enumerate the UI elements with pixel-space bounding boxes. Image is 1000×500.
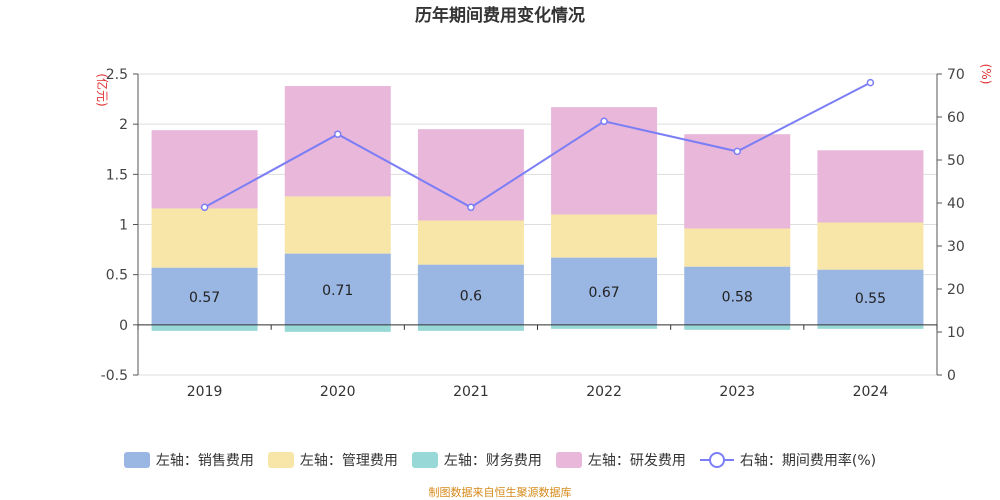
left-tick-label: 0 — [119, 318, 128, 334]
source-note: 制图数据来自恒生聚源数据库 — [428, 486, 572, 499]
bar-segment-1-2020[interactable] — [284, 196, 391, 254]
legend-line-icon — [699, 452, 734, 468]
legend-swatch-rnd — [555, 452, 582, 468]
bar-segment-2-2023[interactable] — [684, 324, 791, 330]
left-axis-unit: (亿元) — [95, 73, 110, 106]
left-tick-label: 2.5 — [106, 67, 128, 83]
right-axis-unit: (%) — [979, 64, 993, 85]
left-tick-label: 1.5 — [106, 167, 128, 183]
right-tick-label: 70 — [947, 67, 965, 83]
legend-swatch-admin — [267, 452, 294, 468]
right-tick-label: 60 — [947, 110, 965, 126]
rate-point-2019[interactable] — [200, 203, 209, 212]
bar-segment-2-2022[interactable] — [551, 324, 658, 329]
data-label-2022: 0.67 — [588, 285, 619, 301]
left-tick-label: 0.5 — [106, 268, 128, 284]
legend: 左轴：销售费用 左轴：管理费用 左轴：财务费用 左轴：研发费用 右轴：期间费用率… — [0, 448, 1000, 472]
bar-segment-2-2024[interactable] — [817, 324, 924, 329]
bar-segment-1-2022[interactable] — [551, 214, 658, 258]
chart-title: 历年期间费用变化情况 — [415, 5, 585, 26]
bar-segment-0-2023[interactable] — [684, 266, 791, 325]
data-label-2020: 0.71 — [322, 283, 353, 299]
rate-point-2023[interactable] — [733, 147, 741, 156]
bar-segment-0-2024[interactable] — [817, 269, 924, 325]
bar-segment-3-2020[interactable] — [284, 86, 391, 197]
bar-segment-1-2019[interactable] — [151, 208, 258, 268]
rate-point-2021[interactable] — [467, 203, 475, 212]
rate-polyline — [204, 81, 871, 209]
left-tick-label: -0.5 — [101, 368, 128, 384]
left-tick-label: 2 — [119, 117, 128, 133]
legend-label-rnd: 左轴：研发费用 — [587, 453, 686, 469]
legend-label-sales: 左轴：销售费用 — [155, 453, 254, 469]
bar-segment-1-2024[interactable] — [817, 222, 924, 270]
bar-segment-3-2024[interactable] — [817, 150, 924, 223]
bar-segment-3-2019[interactable] — [151, 130, 258, 209]
x-tick-label: 2019 — [187, 384, 223, 400]
bar-segment-1-2023[interactable] — [684, 228, 791, 267]
left-tick-label: 1 — [119, 218, 128, 234]
right-tick-label: 20 — [947, 282, 965, 298]
x-tick-label: 2023 — [719, 384, 755, 400]
legend-item-rate[interactable]: 右轴：期间费用率(%) — [699, 450, 877, 470]
legend-item-sales[interactable]: 左轴：销售费用 — [123, 450, 254, 470]
legend-label-rate: 右轴：期间费用率(%) — [739, 453, 877, 469]
right-tick-label: 30 — [947, 239, 965, 255]
bar-segment-0-2022[interactable] — [551, 257, 658, 325]
right-tick-label: 0 — [947, 368, 956, 384]
legend-item-rnd[interactable]: 左轴：研发费用 — [555, 450, 686, 470]
data-label-2023: 0.58 — [722, 290, 753, 306]
data-label-2021: 0.6 — [460, 289, 482, 305]
bar-segment-0-2020[interactable] — [284, 253, 391, 325]
x-tick-label: 2022 — [586, 384, 622, 400]
axes: -0.5 0 0.5 1 1.5 2 2.5 0 10 20 30 40 50 60 70 2019 2020 2… — [101, 67, 965, 400]
x-tick-label: 2021 — [453, 384, 489, 400]
right-tick-label: 40 — [947, 196, 965, 212]
x-tick-label: 2020 — [320, 384, 356, 400]
bar-segment-2-2020[interactable] — [284, 324, 391, 332]
rate-line — [200, 78, 875, 212]
right-tick-label: 10 — [947, 325, 965, 341]
legend-item-admin[interactable]: 左轴：管理费用 — [267, 450, 398, 470]
bar-segment-1-2021[interactable] — [417, 220, 524, 265]
bar-segment-0-2021[interactable] — [417, 264, 524, 325]
bar-segment-2-2019[interactable] — [151, 324, 258, 331]
legend-label-finance: 左轴：财务费用 — [443, 453, 542, 469]
legend-swatch-finance — [411, 452, 438, 468]
legend-item-finance[interactable]: 左轴：财务费用 — [411, 450, 542, 470]
rate-point-2022[interactable] — [600, 117, 608, 126]
bars: 0.57 0.71 0.6 0.67 0.58 0.55 — [151, 86, 924, 332]
legend-swatch-sales — [123, 452, 150, 468]
rate-point-2020[interactable] — [334, 130, 342, 138]
data-label-2024: 0.55 — [855, 291, 886, 307]
grid — [138, 73, 937, 376]
legend-label-admin: 左轴：管理费用 — [299, 453, 398, 469]
data-label-2019: 0.57 — [189, 290, 220, 306]
bar-segment-0-2019[interactable] — [151, 267, 258, 325]
x-tick-label: 2024 — [853, 384, 889, 400]
rate-point-2024[interactable] — [866, 78, 875, 87]
right-tick-label: 50 — [947, 153, 965, 169]
bar-segment-2-2021[interactable] — [417, 324, 524, 331]
